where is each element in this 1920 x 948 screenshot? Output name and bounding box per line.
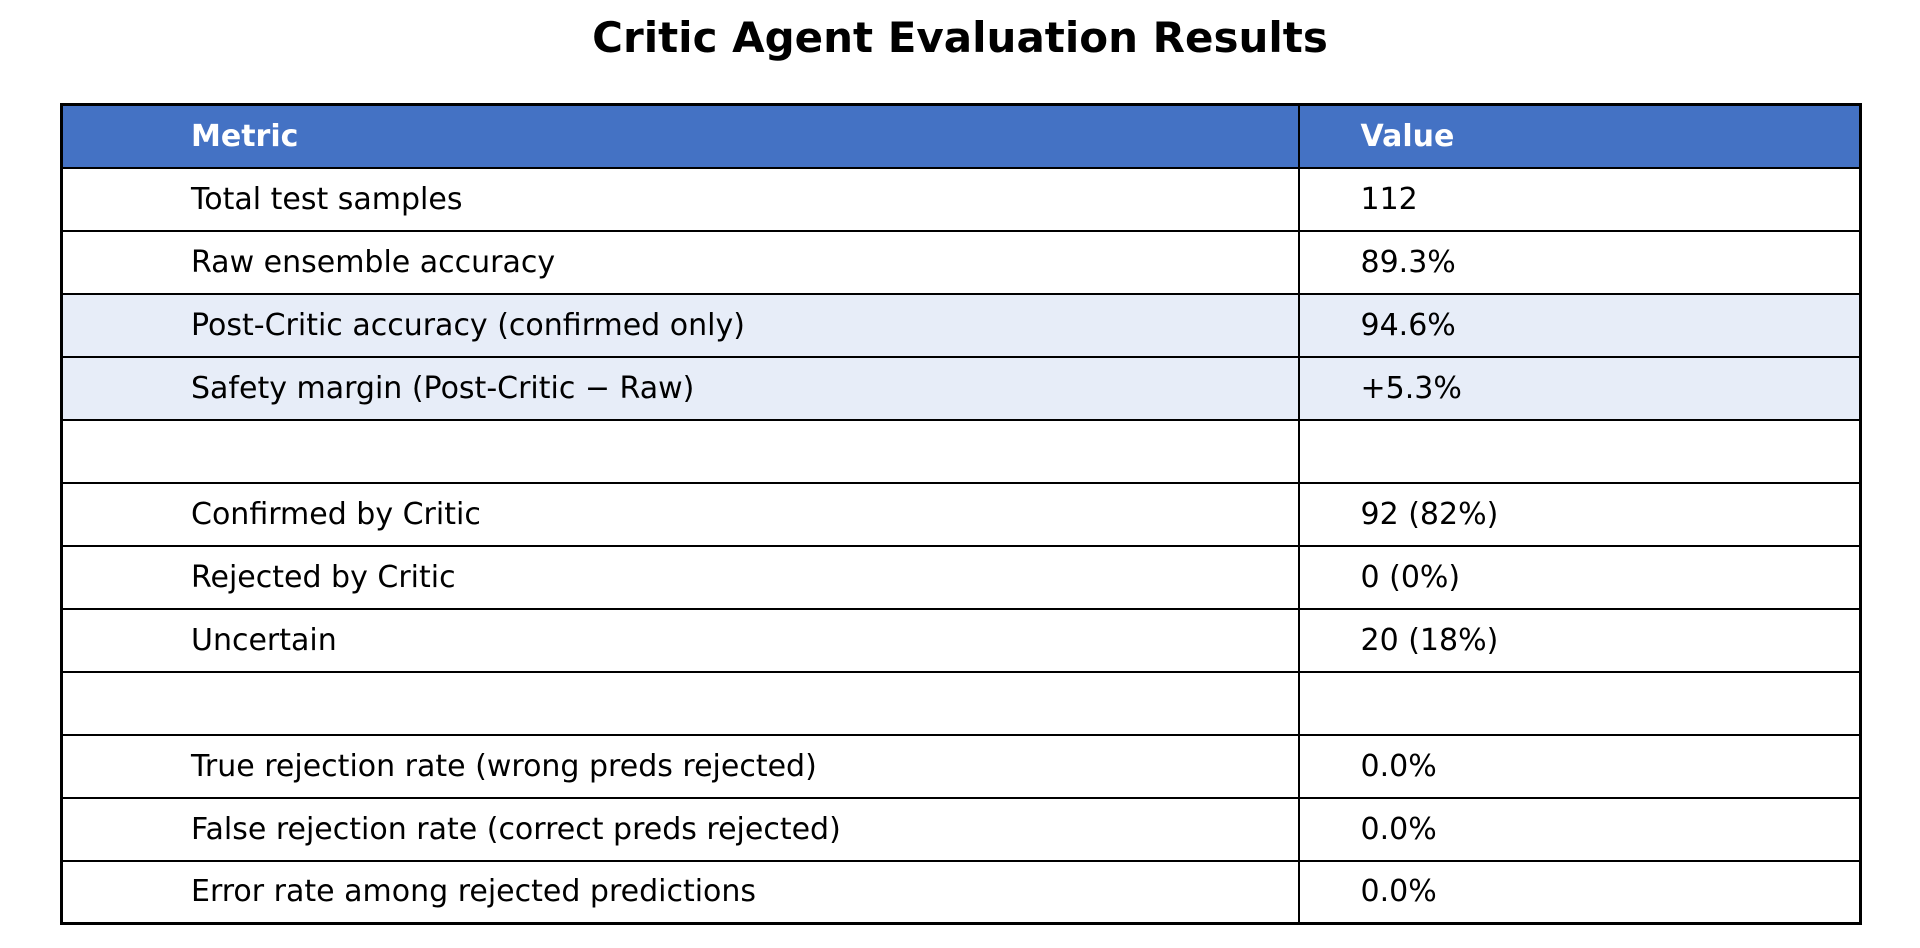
table-row: Total test samples 112 (60, 166, 1862, 232)
results-table: Metric Value Total test samples 112 Raw … (60, 103, 1862, 925)
value-cell (1297, 670, 1862, 736)
table-row: Uncertain 20 (18%) (60, 607, 1862, 673)
table-row: Post-Critic accuracy (confirmed only) 94… (60, 292, 1862, 358)
value-cell: 92 (82%) (1297, 481, 1862, 547)
page-title: Critic Agent Evaluation Results (592, 13, 1328, 62)
table-row: Safety margin (Post-Critic − Raw) +5.3% (60, 355, 1862, 421)
metric-cell: False rejection rate (correct preds reje… (60, 796, 1300, 862)
value-cell: 0 (0%) (1297, 544, 1862, 610)
metric-cell: Total test samples (60, 166, 1300, 232)
value-cell: 89.3% (1297, 229, 1862, 295)
value-cell: 20 (18%) (1297, 607, 1862, 673)
metric-cell: Confirmed by Critic (60, 481, 1300, 547)
table-row: Raw ensemble accuracy 89.3% (60, 229, 1862, 295)
table-body: Total test samples 112 Raw ensemble accu… (60, 166, 1862, 925)
metric-cell: Uncertain (60, 607, 1300, 673)
header-row: Metric Value (60, 103, 1862, 169)
metric-cell: Raw ensemble accuracy (60, 229, 1300, 295)
column-header-value: Value (1297, 103, 1862, 169)
value-cell: 0.0% (1297, 796, 1862, 862)
table-row: False rejection rate (correct preds reje… (60, 796, 1862, 862)
value-cell: 0.0% (1297, 859, 1862, 925)
metric-cell: Safety margin (Post-Critic − Raw) (60, 355, 1300, 421)
table-header: Metric Value (60, 103, 1862, 169)
metric-cell: Post-Critic accuracy (confirmed only) (60, 292, 1300, 358)
value-cell: +5.3% (1297, 355, 1862, 421)
table-row (60, 670, 1862, 736)
column-header-metric: Metric (60, 103, 1300, 169)
table-row: True rejection rate (wrong preds rejecte… (60, 733, 1862, 799)
table-row: Rejected by Critic 0 (0%) (60, 544, 1862, 610)
table-row: Confirmed by Critic 92 (82%) (60, 481, 1862, 547)
value-cell: 94.6% (1297, 292, 1862, 358)
metric-cell (60, 418, 1300, 484)
value-cell: 0.0% (1297, 733, 1862, 799)
value-cell (1297, 418, 1862, 484)
metric-cell: True rejection rate (wrong preds rejecte… (60, 733, 1300, 799)
table-row (60, 418, 1862, 484)
value-cell: 112 (1297, 166, 1862, 232)
table-row: Error rate among rejected predictions 0.… (60, 859, 1862, 925)
metric-cell (60, 670, 1300, 736)
metric-cell: Rejected by Critic (60, 544, 1300, 610)
metric-cell: Error rate among rejected predictions (60, 859, 1300, 925)
